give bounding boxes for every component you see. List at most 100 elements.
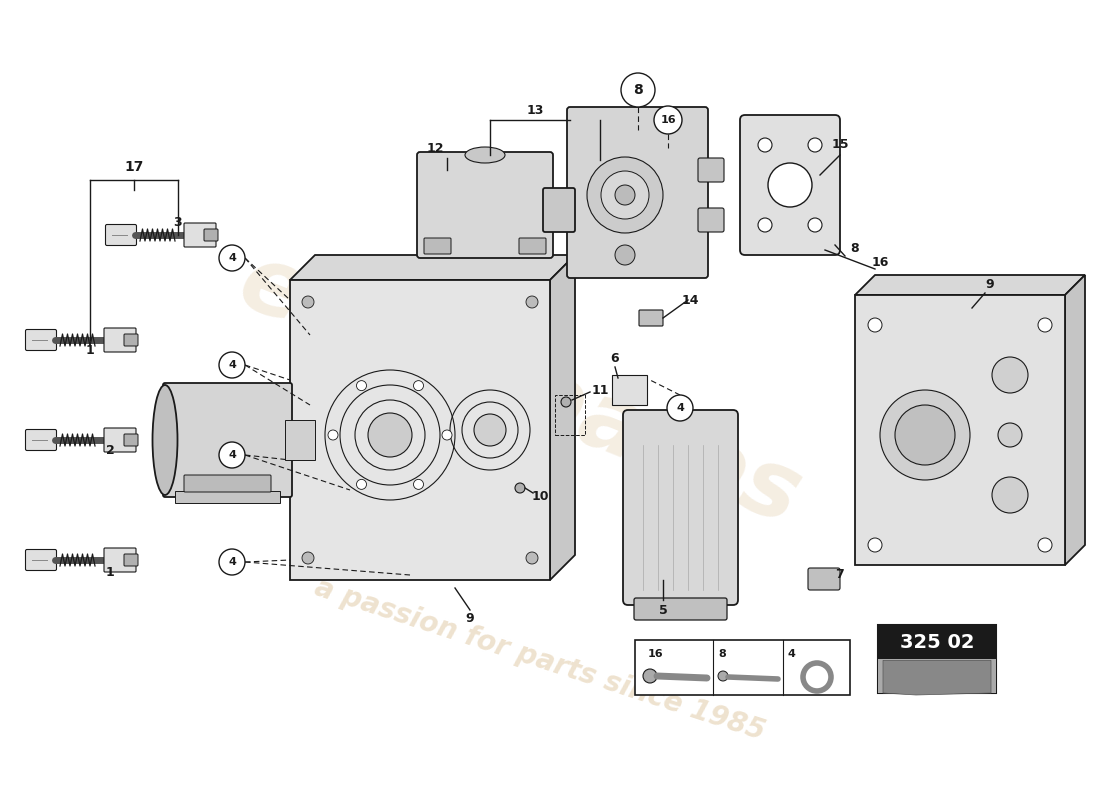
FancyBboxPatch shape [25,550,56,570]
Circle shape [587,157,663,233]
Circle shape [992,477,1028,513]
FancyBboxPatch shape [639,310,663,326]
FancyBboxPatch shape [543,188,575,232]
Bar [878,625,996,693]
Circle shape [474,414,506,446]
Circle shape [368,413,412,457]
FancyBboxPatch shape [106,225,136,246]
FancyBboxPatch shape [184,475,271,492]
Text: 4: 4 [228,253,235,263]
Text: 12: 12 [427,142,443,154]
FancyBboxPatch shape [104,328,136,352]
Circle shape [414,479,424,490]
Circle shape [1038,538,1052,552]
Circle shape [758,218,772,232]
Circle shape [615,245,635,265]
Circle shape [810,670,824,684]
Circle shape [442,430,452,440]
Circle shape [219,352,245,378]
Circle shape [644,669,657,683]
Circle shape [356,381,366,390]
Text: 9: 9 [465,611,474,625]
FancyBboxPatch shape [204,229,218,241]
Circle shape [998,423,1022,447]
FancyBboxPatch shape [25,330,56,350]
Bar [878,625,996,659]
Circle shape [219,245,245,271]
Polygon shape [855,275,1085,295]
Text: 7: 7 [836,569,845,582]
Text: 11: 11 [592,383,608,397]
Text: 5: 5 [659,603,668,617]
Text: 10: 10 [531,490,549,503]
Polygon shape [1065,275,1085,565]
FancyBboxPatch shape [519,238,546,254]
Circle shape [515,483,525,493]
Circle shape [667,395,693,421]
Circle shape [621,73,654,107]
Ellipse shape [153,385,177,495]
Circle shape [808,138,822,152]
Circle shape [868,538,882,552]
FancyBboxPatch shape [566,107,708,278]
Bar [855,295,1065,565]
FancyBboxPatch shape [184,223,216,247]
Text: 15: 15 [832,138,849,151]
Circle shape [895,405,955,465]
FancyBboxPatch shape [104,428,136,452]
Circle shape [219,549,245,575]
Circle shape [561,397,571,407]
Bar [285,420,315,460]
Polygon shape [290,255,575,280]
Circle shape [356,479,366,490]
Circle shape [768,163,812,207]
FancyBboxPatch shape [698,208,724,232]
Circle shape [615,185,635,205]
Text: 4: 4 [676,403,684,413]
Text: 8: 8 [634,83,642,97]
FancyBboxPatch shape [124,434,138,446]
Text: eurospares: eurospares [226,235,814,545]
Circle shape [808,218,822,232]
Text: 4: 4 [786,649,795,659]
Circle shape [526,552,538,564]
Circle shape [758,138,772,152]
Text: 4: 4 [228,450,235,460]
Circle shape [219,442,245,468]
Circle shape [328,430,338,440]
Text: 6: 6 [610,351,619,365]
Circle shape [880,390,970,480]
FancyBboxPatch shape [424,238,451,254]
FancyBboxPatch shape [623,410,738,605]
Circle shape [601,171,649,219]
FancyBboxPatch shape [808,568,840,590]
Text: 1: 1 [86,343,95,357]
Bar [612,375,647,405]
Bar [175,491,280,503]
Text: 1: 1 [106,566,114,579]
FancyBboxPatch shape [124,334,138,346]
Bar [556,395,585,435]
Circle shape [654,106,682,134]
FancyBboxPatch shape [124,554,138,566]
FancyBboxPatch shape [634,598,727,620]
Text: 4: 4 [228,360,235,370]
Circle shape [526,296,538,308]
Text: 8: 8 [850,242,859,254]
Text: 3: 3 [174,215,183,229]
Circle shape [302,296,313,308]
Bar [878,659,996,693]
Circle shape [414,381,424,390]
FancyBboxPatch shape [25,430,56,450]
Text: 8: 8 [718,649,726,659]
Circle shape [992,357,1028,393]
Text: 16: 16 [648,649,663,659]
Bar [635,640,850,695]
Circle shape [302,552,313,564]
Polygon shape [550,255,575,580]
Text: 9: 9 [986,278,994,291]
Text: 4: 4 [228,557,235,567]
Circle shape [1038,318,1052,332]
Polygon shape [883,660,991,695]
Ellipse shape [465,147,505,163]
